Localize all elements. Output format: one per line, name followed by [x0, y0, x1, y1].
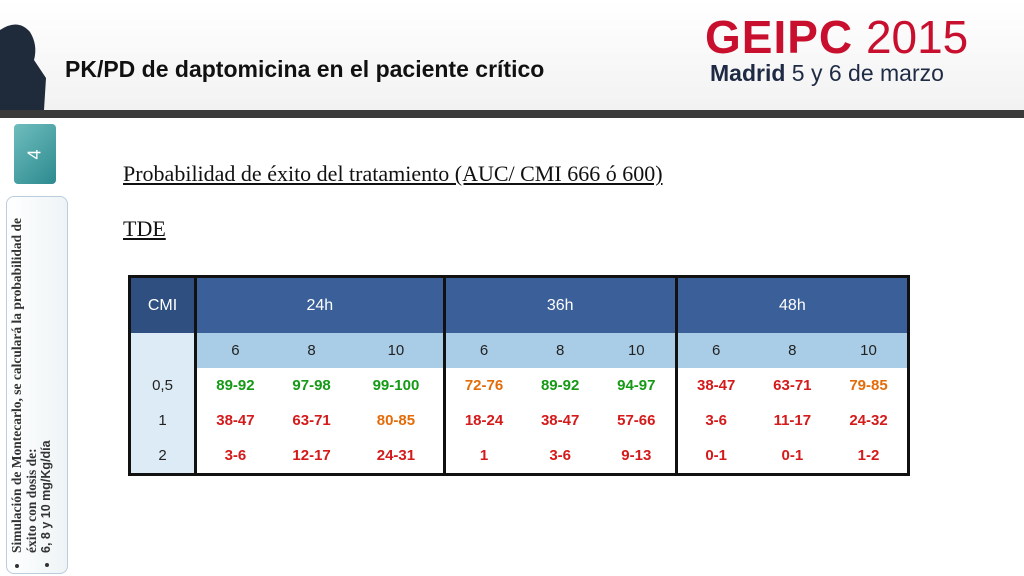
value-cell: 80-85: [349, 403, 445, 438]
value-cell: 38-47: [193, 403, 274, 438]
dose-header: 6: [442, 333, 523, 368]
label: TDE: [123, 216, 166, 241]
value-cell: 63-71: [754, 368, 831, 403]
value-cell: 1-2: [830, 438, 909, 475]
logo: GEIPC 2015: [705, 10, 968, 64]
dose-header: 6: [193, 333, 274, 368]
table: CMI 24h 36h 48h 6 8 10 6 8 10 6 8 10 0,5 89-92 97-98 99-…: [128, 275, 910, 476]
value-cell: 63-71: [273, 403, 350, 438]
dose-header: 8: [273, 333, 350, 368]
value-cell: 72-76: [442, 368, 523, 403]
group-header: 24h: [194, 276, 445, 333]
value-cell: 97-98: [273, 368, 350, 403]
data-row: 2 3-6 12-17 24-31 1 3-6 9-13 0-1 0-1 1-2: [129, 438, 909, 475]
value-cell: 38-47: [522, 403, 598, 438]
cmi-cell: 2: [129, 438, 197, 475]
logo-name: GEIPC: [705, 11, 854, 63]
value-cell: 0-1: [674, 438, 755, 475]
value-cell: 24-31: [349, 438, 445, 475]
header-row: CMI 24h 36h 48h: [129, 276, 909, 333]
dose-header: 10: [349, 333, 445, 368]
slide-number: 4: [24, 148, 45, 160]
value-cell: 99-100: [349, 368, 445, 403]
header: [0, 0, 1024, 110]
logo-dates: 5 y 6 de marzo: [791, 60, 944, 86]
logo-year: 2015: [865, 11, 969, 63]
data-row: 0,5 89-92 97-98 99-100 72-76 89-92 94-97 38-47 6…: [129, 368, 909, 403]
value-cell: 89-92: [193, 368, 274, 403]
value-cell: 11-17: [754, 403, 831, 438]
value-cell: 57-66: [597, 403, 677, 438]
value-cell: 3-6: [522, 438, 598, 475]
empty-cell: [129, 333, 197, 368]
sidebar: Simulación de Montecarlo, se calculará l…: [6, 196, 68, 574]
group-header: 36h: [442, 276, 677, 333]
value-cell: 3-6: [674, 403, 755, 438]
dose-header: 10: [597, 333, 677, 368]
value-cell: 38-47: [674, 368, 755, 403]
dose-header: 8: [754, 333, 831, 368]
dose-header: 10: [830, 333, 909, 368]
value-cell: 24-32: [830, 403, 909, 438]
sidebar-text: Simulación de Montecarlo, se calculará l…: [7, 199, 67, 569]
value-cell: 94-97: [597, 368, 677, 403]
dose-header: 8: [522, 333, 598, 368]
value-cell: 0-1: [754, 438, 831, 475]
data-row: 1 38-47 63-71 80-85 18-24 38-47 57-66 3-6 11-17 2…: [129, 403, 909, 438]
header-bar: [0, 110, 1024, 118]
title: PK/PD de daptomicina en el paciente crít…: [65, 56, 545, 82]
value-cell: 18-24: [442, 403, 523, 438]
value-cell: 3-6: [193, 438, 274, 475]
value-cell: 1: [442, 438, 523, 475]
bullet: 6, 8 y 10 mg/Kg/día: [39, 199, 54, 553]
value-cell: 79-85: [830, 368, 909, 403]
cmi-cell: 0,5: [129, 368, 197, 403]
logo-sub: Madrid 5 y 6 de marzo: [710, 60, 944, 87]
dose-row: 6 8 10 6 8 10 6 8 10: [129, 333, 909, 368]
group-header: 48h: [674, 276, 909, 333]
value-cell: 89-92: [522, 368, 598, 403]
value-cell: 12-17: [273, 438, 350, 475]
slide-number-box: 4: [14, 124, 56, 184]
corner-cell: CMI: [129, 276, 197, 333]
subtitle: Probabilidad de éxito del tratamiento (A…: [123, 161, 663, 186]
bullet: Simulación de Montecarlo, se calculará l…: [9, 199, 39, 553]
cmi-cell: 1: [129, 403, 197, 438]
dose-header: 6: [674, 333, 755, 368]
silhouette: [0, 24, 46, 110]
logo-city: Madrid: [710, 60, 786, 86]
value-cell: 9-13: [597, 438, 677, 475]
